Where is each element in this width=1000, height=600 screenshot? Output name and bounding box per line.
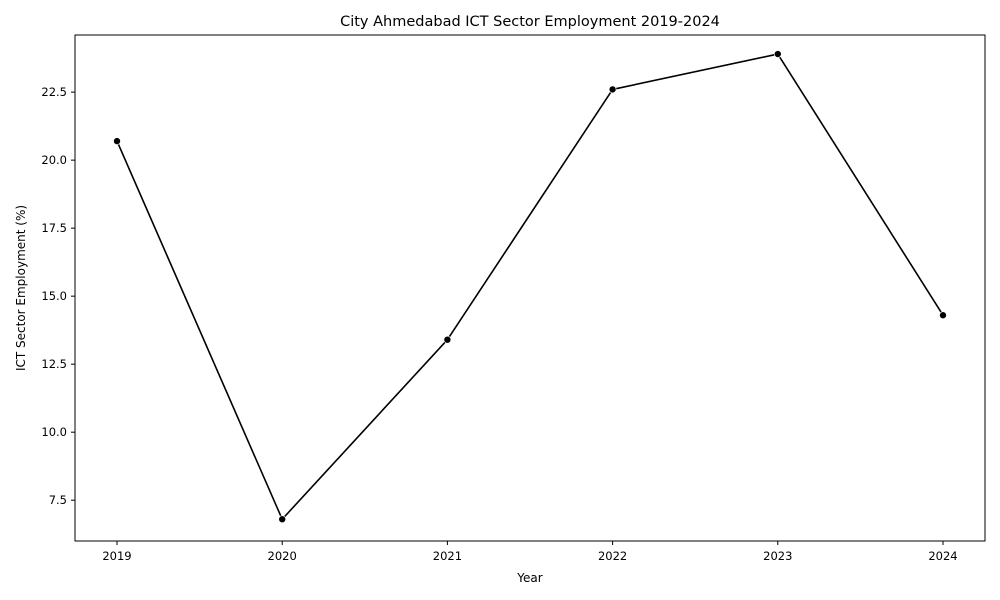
- y-tick-label: 12.5: [41, 357, 67, 371]
- x-tick-label: 2023: [763, 549, 792, 563]
- x-axis-label: Year: [516, 571, 542, 585]
- x-tick-label: 2022: [598, 549, 627, 563]
- plot-area: 2019 2020 2021 2022 2023 2024 7.5 10.0 12.5 15.0 1…: [41, 34, 986, 563]
- data-point: [773, 50, 782, 58]
- x-tick-label: 2020: [268, 549, 297, 563]
- y-tick-label: 20.0: [41, 153, 67, 167]
- data-point: [939, 311, 947, 320]
- data-point: [113, 137, 121, 145]
- axes-frame: [74, 34, 986, 542]
- data-point: [443, 335, 452, 344]
- x-tick-label: 2024: [928, 549, 957, 563]
- series-line: [116, 53, 944, 521]
- chart-title: City Ahmedabad ICT Sector Employment 201…: [340, 14, 720, 30]
- y-tick-label: 17.5: [41, 221, 67, 235]
- x-tick-label: 2019: [102, 549, 131, 563]
- y-tick-label: 10.0: [41, 425, 67, 439]
- x-tick-label: 2021: [433, 549, 462, 563]
- y-tick-label: 15.0: [41, 289, 67, 303]
- y-tick-label: 22.5: [41, 85, 67, 99]
- data-point: [278, 515, 287, 524]
- data-point: [608, 85, 617, 94]
- y-tick-label: 7.5: [49, 493, 67, 507]
- y-axis-label: ICT Sector Employment (%): [14, 205, 28, 371]
